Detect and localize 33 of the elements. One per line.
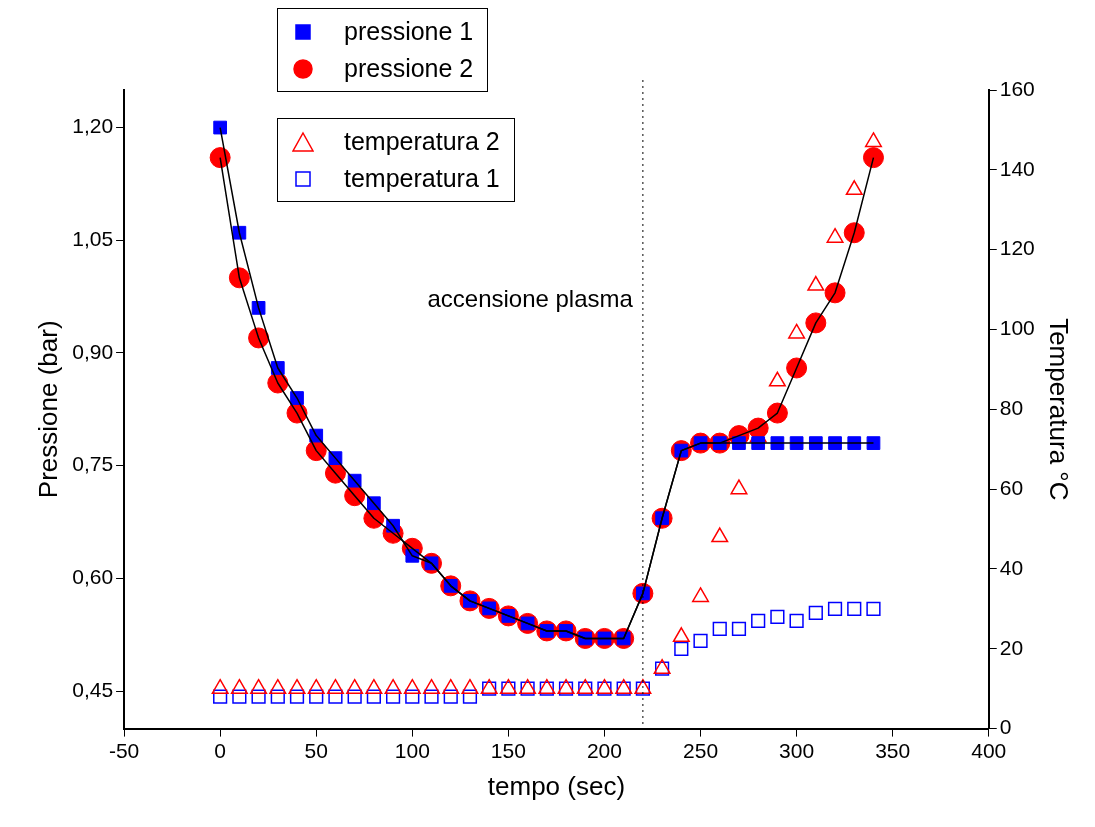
y-tick-label: 0,90 bbox=[72, 339, 114, 363]
y-tick-label: 1,20 bbox=[72, 114, 114, 138]
y2-tick-label: 20 bbox=[999, 635, 1024, 659]
x-tick-label: 250 bbox=[683, 739, 719, 762]
y2-axis-title: Temperatura °C bbox=[1044, 318, 1075, 501]
x-tick-label: 300 bbox=[779, 739, 815, 762]
x-tick-label: 50 bbox=[304, 739, 328, 762]
y-tick-label: 0,60 bbox=[72, 565, 114, 589]
y-tick-label: 0,75 bbox=[72, 452, 114, 476]
ref-line-label: accensione plasma bbox=[427, 285, 634, 313]
x-tick-label: 350 bbox=[875, 739, 911, 762]
y2-tick-label: 100 bbox=[999, 316, 1035, 340]
y-axis-title: Pressione (bar) bbox=[32, 320, 63, 499]
y2-tick-label: 140 bbox=[999, 156, 1035, 180]
legend-label: temperatura 2 bbox=[344, 127, 500, 156]
legend-label: temperatura 1 bbox=[344, 164, 500, 193]
x-tick-label: 150 bbox=[490, 739, 526, 762]
x-tick-label: 400 bbox=[971, 739, 1007, 762]
x-tick-label: 200 bbox=[586, 739, 622, 762]
x-tick-label: 100 bbox=[394, 739, 430, 762]
x-axis-title: tempo (sec) bbox=[487, 770, 626, 801]
legend-label: pressione 1 bbox=[344, 17, 474, 46]
y2-tick-label: 40 bbox=[999, 555, 1024, 579]
y-tick-label: 1,05 bbox=[72, 227, 114, 251]
y-tick-label: 0,45 bbox=[72, 677, 114, 701]
y2-tick-label: 120 bbox=[999, 236, 1035, 260]
x-tick-label: -50 bbox=[108, 739, 140, 762]
y2-tick-label: 0 bbox=[999, 715, 1012, 739]
y2-tick-label: 160 bbox=[999, 76, 1035, 100]
legend-label: pressione 2 bbox=[344, 54, 474, 83]
y2-tick-label: 60 bbox=[999, 475, 1024, 499]
x-tick-label: 0 bbox=[214, 739, 226, 762]
y2-tick-label: 80 bbox=[999, 396, 1024, 420]
